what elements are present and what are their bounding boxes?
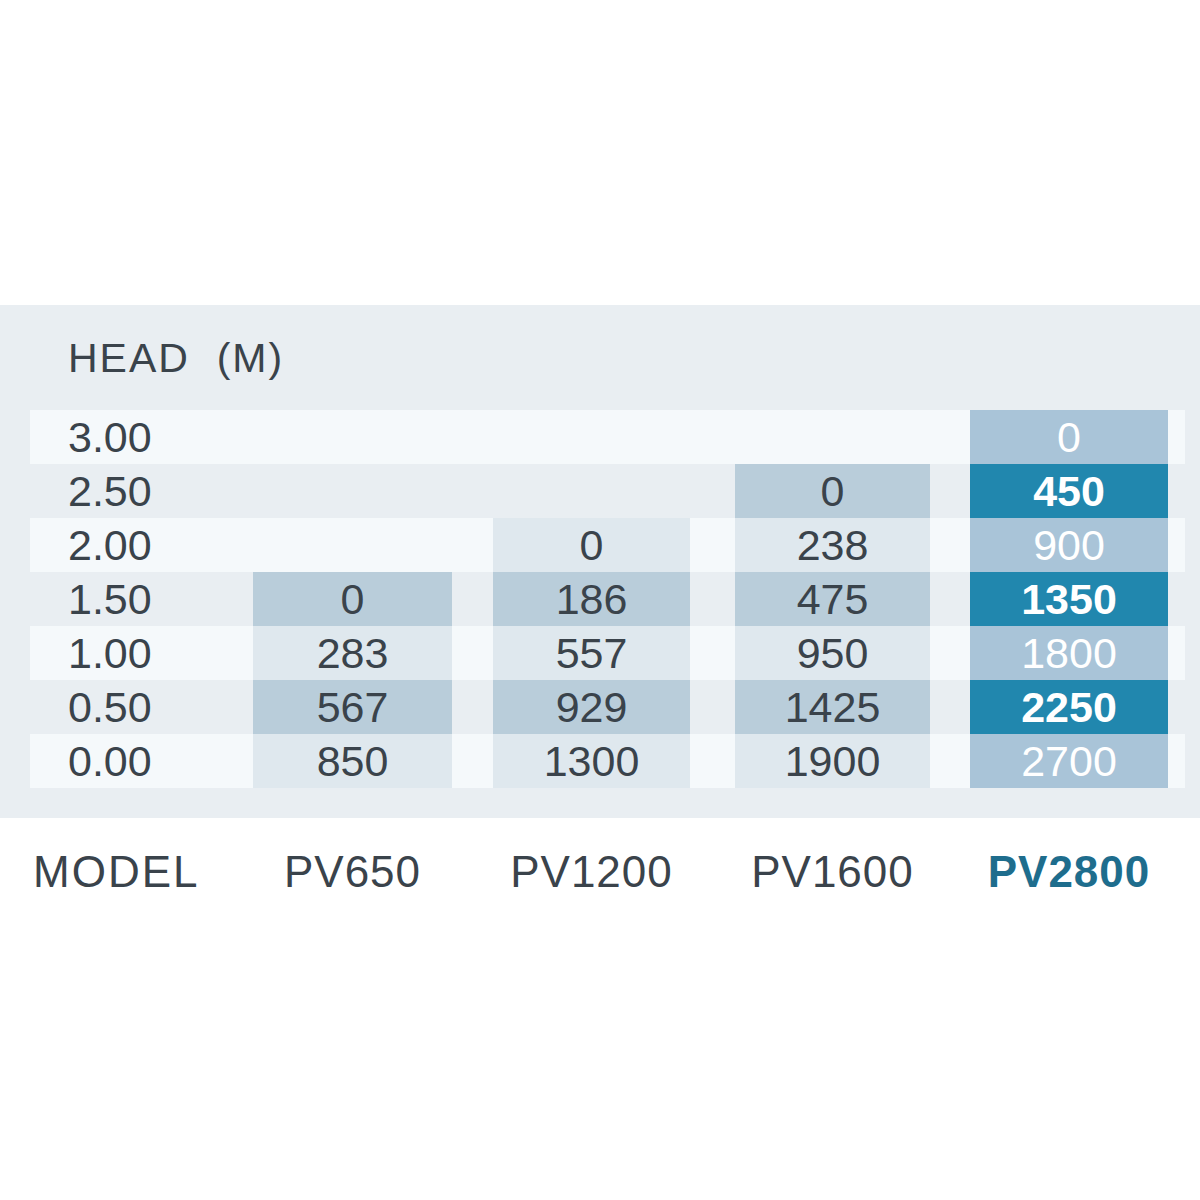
cell-pv650 [253, 410, 452, 464]
head-value: 2.50 [30, 464, 253, 518]
model-name-pv1200: PV1200 [493, 847, 690, 897]
cell-pv650: 283 [253, 626, 452, 680]
cell-pv1600: 1900 [735, 734, 930, 788]
column-gap [690, 734, 735, 788]
row-tail [1168, 572, 1185, 626]
head-value: 1.00 [30, 626, 253, 680]
column-gap [930, 410, 970, 464]
column-gap [690, 518, 735, 572]
head-value: 1.50 [30, 572, 253, 626]
model-name-pv1600: PV1600 [735, 847, 930, 897]
row-tail [1168, 464, 1185, 518]
head-value: 0.00 [30, 734, 253, 788]
cell-pv1600 [735, 410, 930, 464]
model-row: MODEL PV650 PV1200 PV1600 PV2800 [30, 840, 1185, 904]
cell-pv1600: 1425 [735, 680, 930, 734]
table-row: 3.00 0 [30, 410, 1185, 464]
column-gap [690, 464, 735, 518]
row-tail [1168, 410, 1185, 464]
column-gap [452, 518, 493, 572]
cell-pv2800: 2700 [970, 734, 1168, 788]
cell-pv2800: 450 [970, 464, 1168, 518]
cell-pv650: 567 [253, 680, 452, 734]
cell-pv2800: 2250 [970, 680, 1168, 734]
cell-pv1200: 929 [493, 680, 690, 734]
cell-pv2800: 1800 [970, 626, 1168, 680]
model-row-label: MODEL [30, 847, 253, 897]
column-gap [930, 626, 970, 680]
row-tail [1168, 680, 1185, 734]
head-value: 2.00 [30, 518, 253, 572]
cell-pv650 [253, 518, 452, 572]
table-row: 1.00 283 557 950 1800 [30, 626, 1185, 680]
model-name-pv2800: PV2800 [970, 847, 1168, 897]
column-gap [452, 626, 493, 680]
cell-pv1200: 557 [493, 626, 690, 680]
cell-pv1200: 0 [493, 518, 690, 572]
column-gap [452, 680, 493, 734]
column-gap [452, 572, 493, 626]
column-gap [690, 680, 735, 734]
column-gap [690, 626, 735, 680]
column-gap [930, 572, 970, 626]
cell-pv650: 0 [253, 572, 452, 626]
column-gap [690, 410, 735, 464]
cell-pv1600: 950 [735, 626, 930, 680]
row-tail [1168, 626, 1185, 680]
column-gap [690, 572, 735, 626]
cell-pv650: 850 [253, 734, 452, 788]
table-row: 2.00 0 238 900 [30, 518, 1185, 572]
table-row: 1.50 0 186 475 1350 [30, 572, 1185, 626]
cell-pv1200 [493, 410, 690, 464]
cell-pv2800: 1350 [970, 572, 1168, 626]
table-row: 0.50 567 929 1425 2250 [30, 680, 1185, 734]
head-value: 3.00 [30, 410, 253, 464]
column-gap [452, 410, 493, 464]
column-gap [930, 680, 970, 734]
column-gap [452, 734, 493, 788]
cell-pv1200: 1300 [493, 734, 690, 788]
column-gap [930, 464, 970, 518]
table-body: 3.00 0 2.50 0 450 2.00 0 238 900 1.50 0 [30, 410, 1185, 788]
cell-pv2800: 0 [970, 410, 1168, 464]
row-tail [1168, 734, 1185, 788]
table-row: 2.50 0 450 [30, 464, 1185, 518]
row-tail [1168, 518, 1185, 572]
table-title: HEAD (M) [68, 335, 284, 382]
column-gap [930, 734, 970, 788]
cell-pv1600: 475 [735, 572, 930, 626]
cell-pv2800: 900 [970, 518, 1168, 572]
cell-pv1600: 238 [735, 518, 930, 572]
column-gap [452, 464, 493, 518]
table-row: 0.00 850 1300 1900 2700 [30, 734, 1185, 788]
head-table-panel: HEAD (M) 3.00 0 2.50 0 450 2.00 0 238 90… [0, 305, 1200, 818]
column-gap [930, 518, 970, 572]
cell-pv1200 [493, 464, 690, 518]
head-value: 0.50 [30, 680, 253, 734]
cell-pv1200: 186 [493, 572, 690, 626]
cell-pv650 [253, 464, 452, 518]
cell-pv1600: 0 [735, 464, 930, 518]
model-name-pv650: PV650 [253, 847, 452, 897]
